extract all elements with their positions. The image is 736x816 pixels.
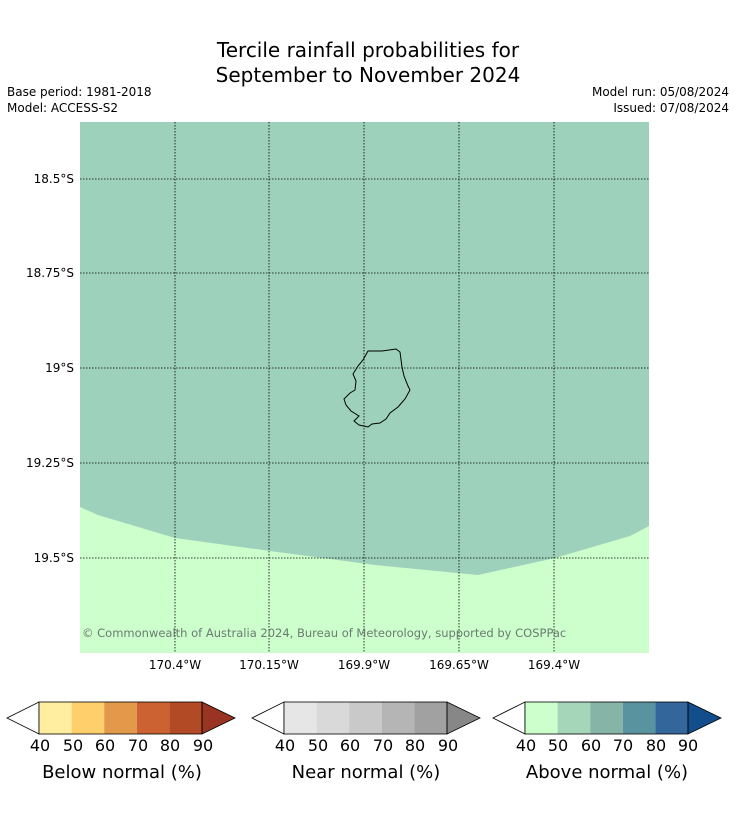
lon-label-170-4: 170.4°W [148, 658, 202, 672]
above-swatch-1 [525, 702, 558, 734]
near-swatch-1 [284, 702, 317, 734]
below-tick-60: 60 [94, 736, 116, 755]
below-tick-70: 70 [127, 736, 149, 755]
lon-label-169-9: 169.9°W [337, 658, 391, 672]
gridlines [80, 122, 649, 653]
above-outline [524, 701, 689, 735]
above-tick-70: 70 [612, 736, 634, 755]
lat-label-19-5: 19.5°S [33, 551, 74, 565]
colorbar-above-title: Above normal (%) [525, 762, 689, 783]
colorbar-near-normal [251, 701, 481, 735]
map-panel: © Commonwealth of Australia 2024, Bureau… [80, 122, 649, 653]
near-extend-low [251, 701, 285, 735]
above-swatch-4 [622, 702, 656, 734]
above-swatch-3 [590, 702, 623, 734]
near-swatch-2 [316, 702, 350, 734]
near-swatch-4 [381, 702, 415, 734]
near-outline [283, 701, 448, 735]
lat-label-18-5: 18.5°S [33, 172, 74, 186]
lon-label-170-15: 170.15°W [239, 658, 299, 672]
above-tick-80: 80 [645, 736, 667, 755]
above-tick-90: 90 [677, 736, 699, 755]
above-tick-60: 60 [580, 736, 602, 755]
title-line-1: Tercile rainfall probabilities for [216, 38, 520, 62]
near-tick-90: 90 [437, 736, 459, 755]
below-swatch-5 [169, 702, 202, 734]
below-tick-50: 50 [62, 736, 84, 755]
map-title: Tercile rainfall probabilities for Septe… [0, 38, 736, 88]
above-tick-40: 40 [515, 736, 537, 755]
region-above-40-50 [80, 507, 649, 653]
above-extend-low [492, 701, 526, 735]
below-extend-low [6, 701, 40, 735]
copyright-notice: © Commonwealth of Australia 2024, Bureau… [82, 626, 566, 640]
near-swatch-5 [414, 702, 447, 734]
near-swatch-3 [349, 702, 382, 734]
lat-label-18-75: 18.75°S [26, 266, 74, 280]
meta-left: Base period: 1981-2018 Model: ACCESS-S2 [7, 84, 152, 116]
above-swatch-5 [655, 702, 688, 734]
model-name: Model: ACCESS-S2 [7, 101, 119, 115]
near-extend-high [446, 701, 481, 735]
near-tick-70: 70 [372, 736, 394, 755]
near-tick-50: 50 [307, 736, 329, 755]
lon-label-169-65: 169.65°W [429, 658, 489, 672]
model-run: Model run: 05/08/2024 [591, 85, 729, 99]
below-extend-high [201, 701, 236, 735]
below-outline [38, 701, 203, 735]
colorbar-below-normal [6, 701, 236, 735]
issued-date: Issued: 07/08/2024 [613, 101, 729, 115]
above-extend-high [687, 701, 722, 735]
near-tick-60: 60 [339, 736, 361, 755]
above-tick-50: 50 [547, 736, 569, 755]
above-swatch-2 [557, 702, 591, 734]
below-swatch-3 [104, 702, 137, 734]
base-period: Base period: 1981-2018 [7, 85, 152, 99]
below-swatch-2 [71, 702, 105, 734]
near-tick-80: 80 [404, 736, 426, 755]
below-tick-40: 40 [29, 736, 51, 755]
below-swatch-4 [136, 702, 170, 734]
lat-label-19-25: 19.25°S [26, 456, 74, 470]
lon-label-169-4: 169.4°W [527, 658, 581, 672]
lat-label-19: 19°S [45, 361, 74, 375]
below-tick-90: 90 [192, 736, 214, 755]
below-tick-80: 80 [159, 736, 181, 755]
near-tick-40: 40 [274, 736, 296, 755]
below-swatch-1 [39, 702, 72, 734]
meta-right: Model run: 05/08/2024 Issued: 07/08/2024 [592, 84, 729, 116]
colorbar-near-title: Near normal (%) [291, 762, 441, 783]
colorbar-below-title: Below normal (%) [42, 762, 202, 783]
title-line-2: September to November 2024 [215, 63, 521, 87]
colorbar-above-normal [492, 701, 722, 735]
island-coastline [343, 348, 411, 428]
